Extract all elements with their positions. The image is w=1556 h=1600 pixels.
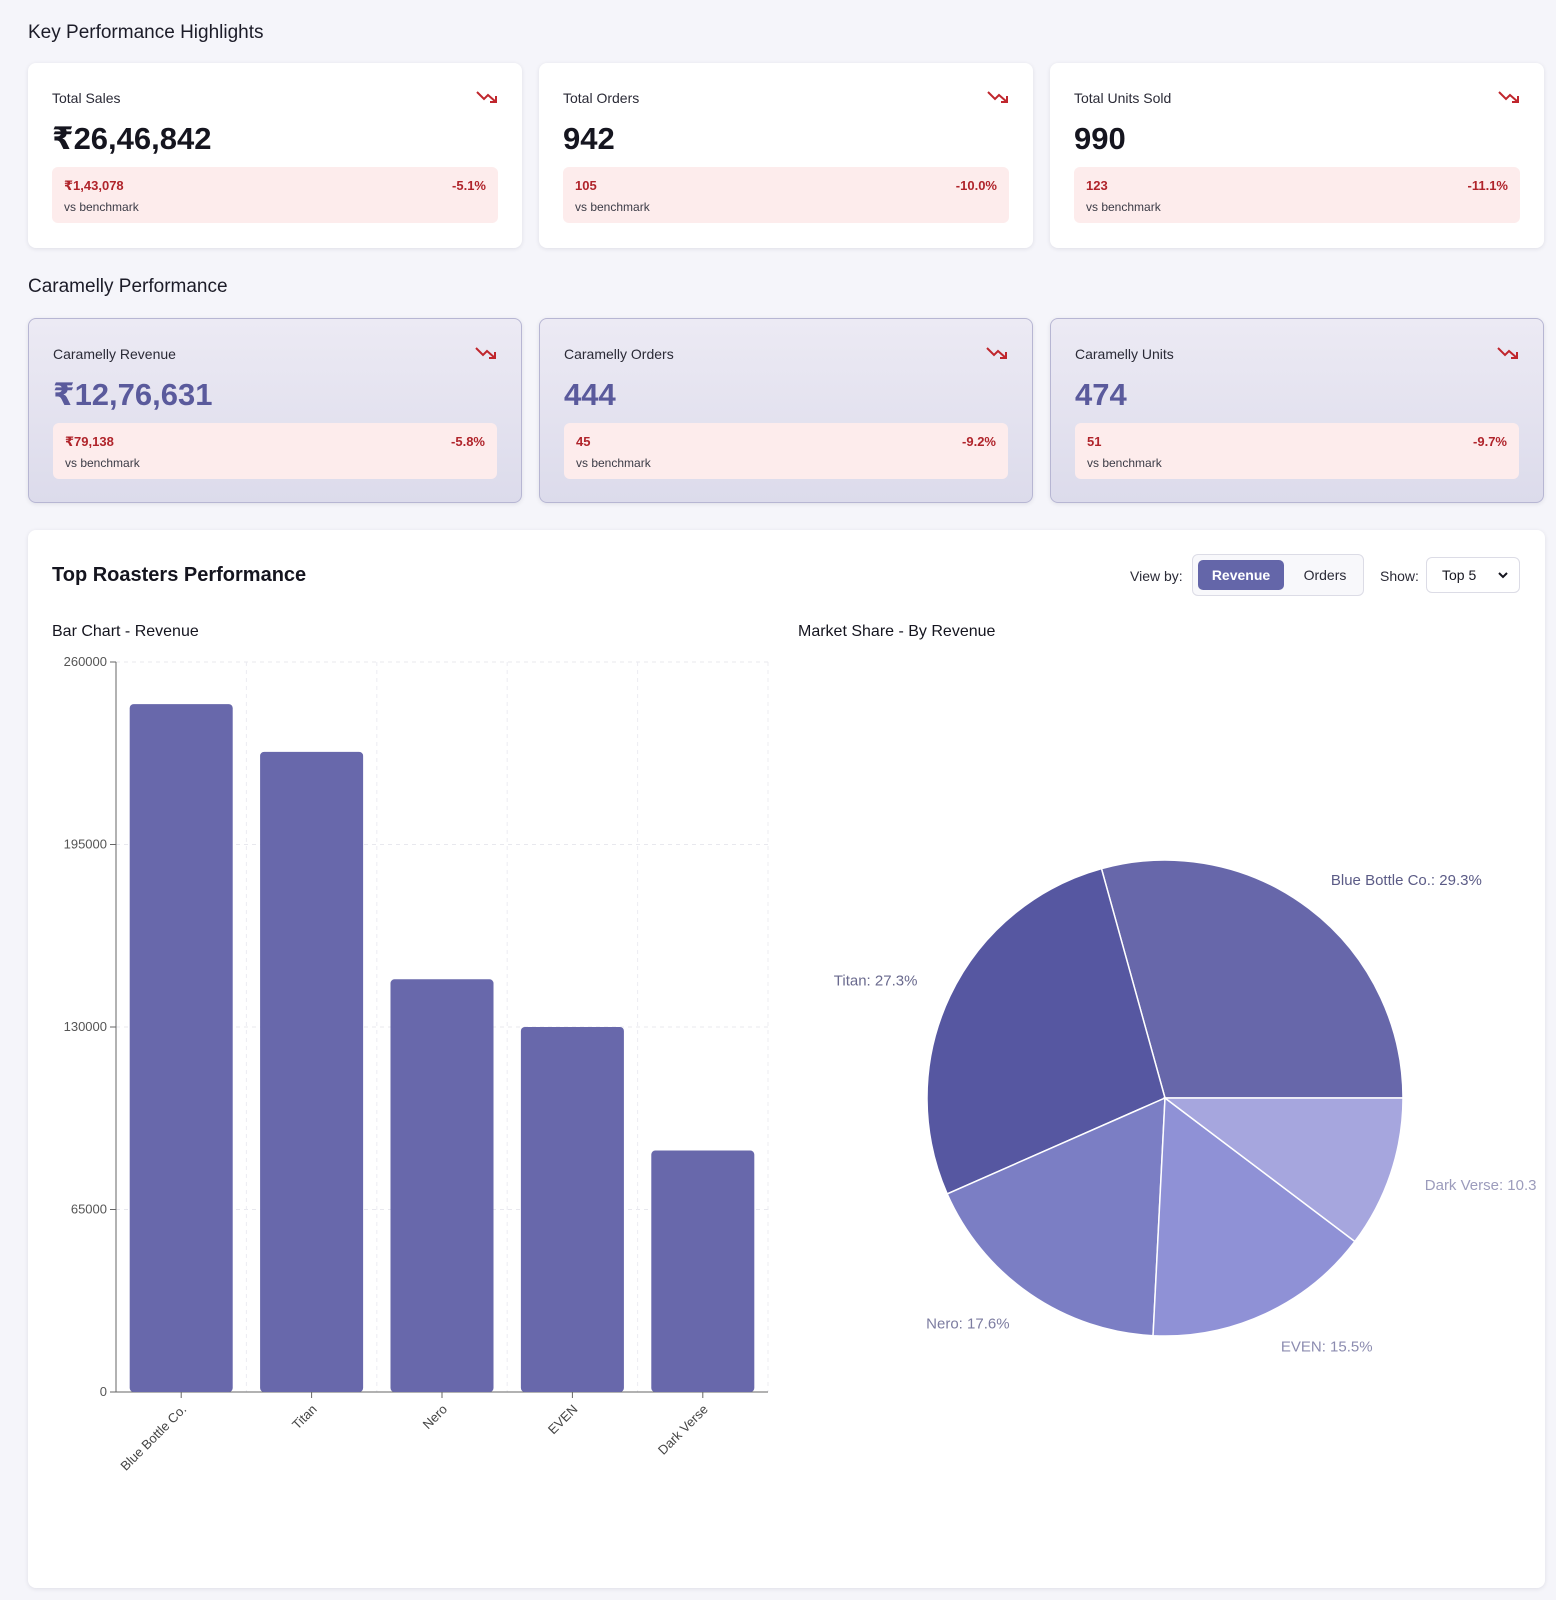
- benchmark-diff: 105: [575, 178, 597, 193]
- trend-down-icon: [475, 347, 496, 359]
- trend-down-icon: [987, 91, 1008, 103]
- pie-slice[interactable]: [926, 867, 1166, 1195]
- kpi-value: 942: [563, 121, 615, 156]
- panel-title: Top Roasters Performance: [52, 564, 307, 586]
- kpi-label: Total Sales: [52, 90, 121, 106]
- show-top-value: Top 5: [1442, 567, 1477, 583]
- benchmark-caption: vs benchmark: [65, 456, 140, 470]
- x-tick-label: EVEN: [545, 1402, 581, 1438]
- bar[interactable]: [390, 979, 494, 1392]
- benchmark-caption: vs benchmark: [576, 456, 651, 470]
- y-tick-label: 260000: [64, 654, 107, 669]
- bar-chart-title: Bar Chart - Revenue: [52, 623, 199, 640]
- x-tick-label: Nero: [420, 1402, 451, 1433]
- caramelly-card-orders: Caramelly Orders 444 45 -9.2% vs benchma…: [539, 318, 1033, 503]
- y-tick-label: 130000: [64, 1019, 107, 1034]
- chevron-down-icon: [1498, 572, 1508, 579]
- benchmark-caption: vs benchmark: [575, 200, 650, 214]
- benchmark-diff: 45: [576, 434, 591, 449]
- benchmark-pct: -9.2%: [962, 434, 996, 449]
- kpi-card-total-units: Total Units Sold 990 123 -11.1% vs bench…: [1050, 63, 1544, 248]
- bar[interactable]: [651, 1150, 755, 1392]
- benchmark-pct: -5.1%: [452, 178, 486, 193]
- show-top-select[interactable]: Top 5: [1426, 557, 1520, 593]
- kpi-section-title: Key Performance Highlights: [28, 22, 264, 43]
- benchmark-diff: ₹79,138: [65, 434, 114, 449]
- benchmark-caption: vs benchmark: [1087, 456, 1162, 470]
- benchmark-diff: ₹1,43,078: [64, 178, 124, 193]
- pie-slice[interactable]: [946, 1096, 1166, 1337]
- benchmark-pct: -10.0%: [955, 178, 997, 193]
- top-roasters-panel: Top Roasters Performance View by: Revenu…: [28, 530, 1545, 1588]
- view-orders-button[interactable]: Orders: [1303, 567, 1347, 583]
- benchmark-diff: 51: [1087, 434, 1102, 449]
- view-by-toggle: Revenue Orders: [1192, 554, 1364, 596]
- kpi-value: 990: [1074, 121, 1126, 156]
- pie-label: Blue Bottle Co.: 29.3%: [1331, 872, 1482, 889]
- benchmark-box: ₹79,138 -5.8% vs benchmark: [53, 423, 497, 479]
- kpi-value: ₹26,46,842: [52, 121, 212, 156]
- benchmark-box: ₹1,43,078 -5.1% vs benchmark: [52, 167, 498, 223]
- trend-down-icon: [1498, 91, 1519, 103]
- pie-slice[interactable]: [1152, 1096, 1356, 1337]
- bar[interactable]: [129, 704, 233, 1392]
- benchmark-box: 51 -9.7% vs benchmark: [1075, 423, 1519, 479]
- benchmark-box: 123 -11.1% vs benchmark: [1074, 167, 1520, 223]
- bar[interactable]: [520, 1027, 624, 1392]
- benchmark-box: 45 -9.2% vs benchmark: [564, 423, 1008, 479]
- kpi-card-total-orders: Total Orders 942 105 -10.0% vs benchmark: [539, 63, 1033, 248]
- pie-slice[interactable]: [1162, 1097, 1404, 1243]
- caramelly-card-units: Caramelly Units 474 51 -9.7% vs benchmar…: [1050, 318, 1544, 503]
- kpi-card-total-sales: Total Sales ₹26,46,842 ₹1,43,078 -5.1% v…: [28, 63, 522, 248]
- pie-slice[interactable]: [1100, 859, 1404, 1099]
- revenue-bar-chart: 0 65000 130000 195000 260000 Blue Bottle Co. T…: [64, 654, 769, 1474]
- x-tick-label: Dark Verse: [655, 1402, 711, 1458]
- pie-chart-title: Market Share - By Revenue: [798, 623, 996, 640]
- y-tick-label: 195000: [64, 837, 107, 852]
- benchmark-box: 105 -10.0% vs benchmark: [563, 167, 1009, 223]
- y-tick-label: 0: [100, 1384, 107, 1399]
- y-tick-label: 65000: [71, 1202, 107, 1217]
- kpi-label: Total Units Sold: [1074, 90, 1172, 106]
- kpi-label: Caramelly Units: [1075, 346, 1174, 362]
- kpi-value: 444: [564, 377, 616, 412]
- x-tick-label: Blue Bottle Co.: [117, 1402, 189, 1474]
- bar[interactable]: [260, 751, 364, 1392]
- pie-label: Nero: 17.6%: [926, 1316, 1009, 1333]
- kpi-label: Caramelly Orders: [564, 346, 674, 362]
- pie-label: Titan: 27.3%: [834, 973, 918, 990]
- view-by-label: View by:: [1130, 568, 1183, 584]
- caramelly-section-title: Caramelly Performance: [28, 276, 228, 297]
- view-revenue-button[interactable]: Revenue: [1198, 560, 1284, 590]
- show-label: Show:: [1380, 568, 1419, 584]
- pie-label: Dark Verse: 10.3: [1425, 1177, 1537, 1194]
- trend-down-icon: [476, 91, 497, 103]
- benchmark-diff: 123: [1086, 178, 1108, 193]
- pie-label: EVEN: 15.5%: [1281, 1338, 1373, 1355]
- kpi-value: ₹12,76,631: [53, 377, 213, 412]
- market-share-pie-chart: Blue Bottle Co.: 29.3% Titan: 27.3% Nero: …: [834, 859, 1537, 1355]
- trend-down-icon: [1497, 347, 1518, 359]
- kpi-value: 474: [1075, 377, 1127, 412]
- kpi-label: Total Orders: [563, 90, 640, 106]
- trend-down-icon: [986, 347, 1007, 359]
- benchmark-pct: -5.8%: [451, 434, 485, 449]
- benchmark-caption: vs benchmark: [64, 200, 139, 214]
- benchmark-pct: -11.1%: [1467, 178, 1508, 193]
- kpi-label: Caramelly Revenue: [53, 346, 176, 362]
- benchmark-pct: -9.7%: [1473, 434, 1507, 449]
- caramelly-card-revenue: Caramelly Revenue ₹12,76,631 ₹79,138 -5.…: [28, 318, 522, 503]
- x-tick-label: Titan: [289, 1402, 320, 1433]
- benchmark-caption: vs benchmark: [1086, 200, 1161, 214]
